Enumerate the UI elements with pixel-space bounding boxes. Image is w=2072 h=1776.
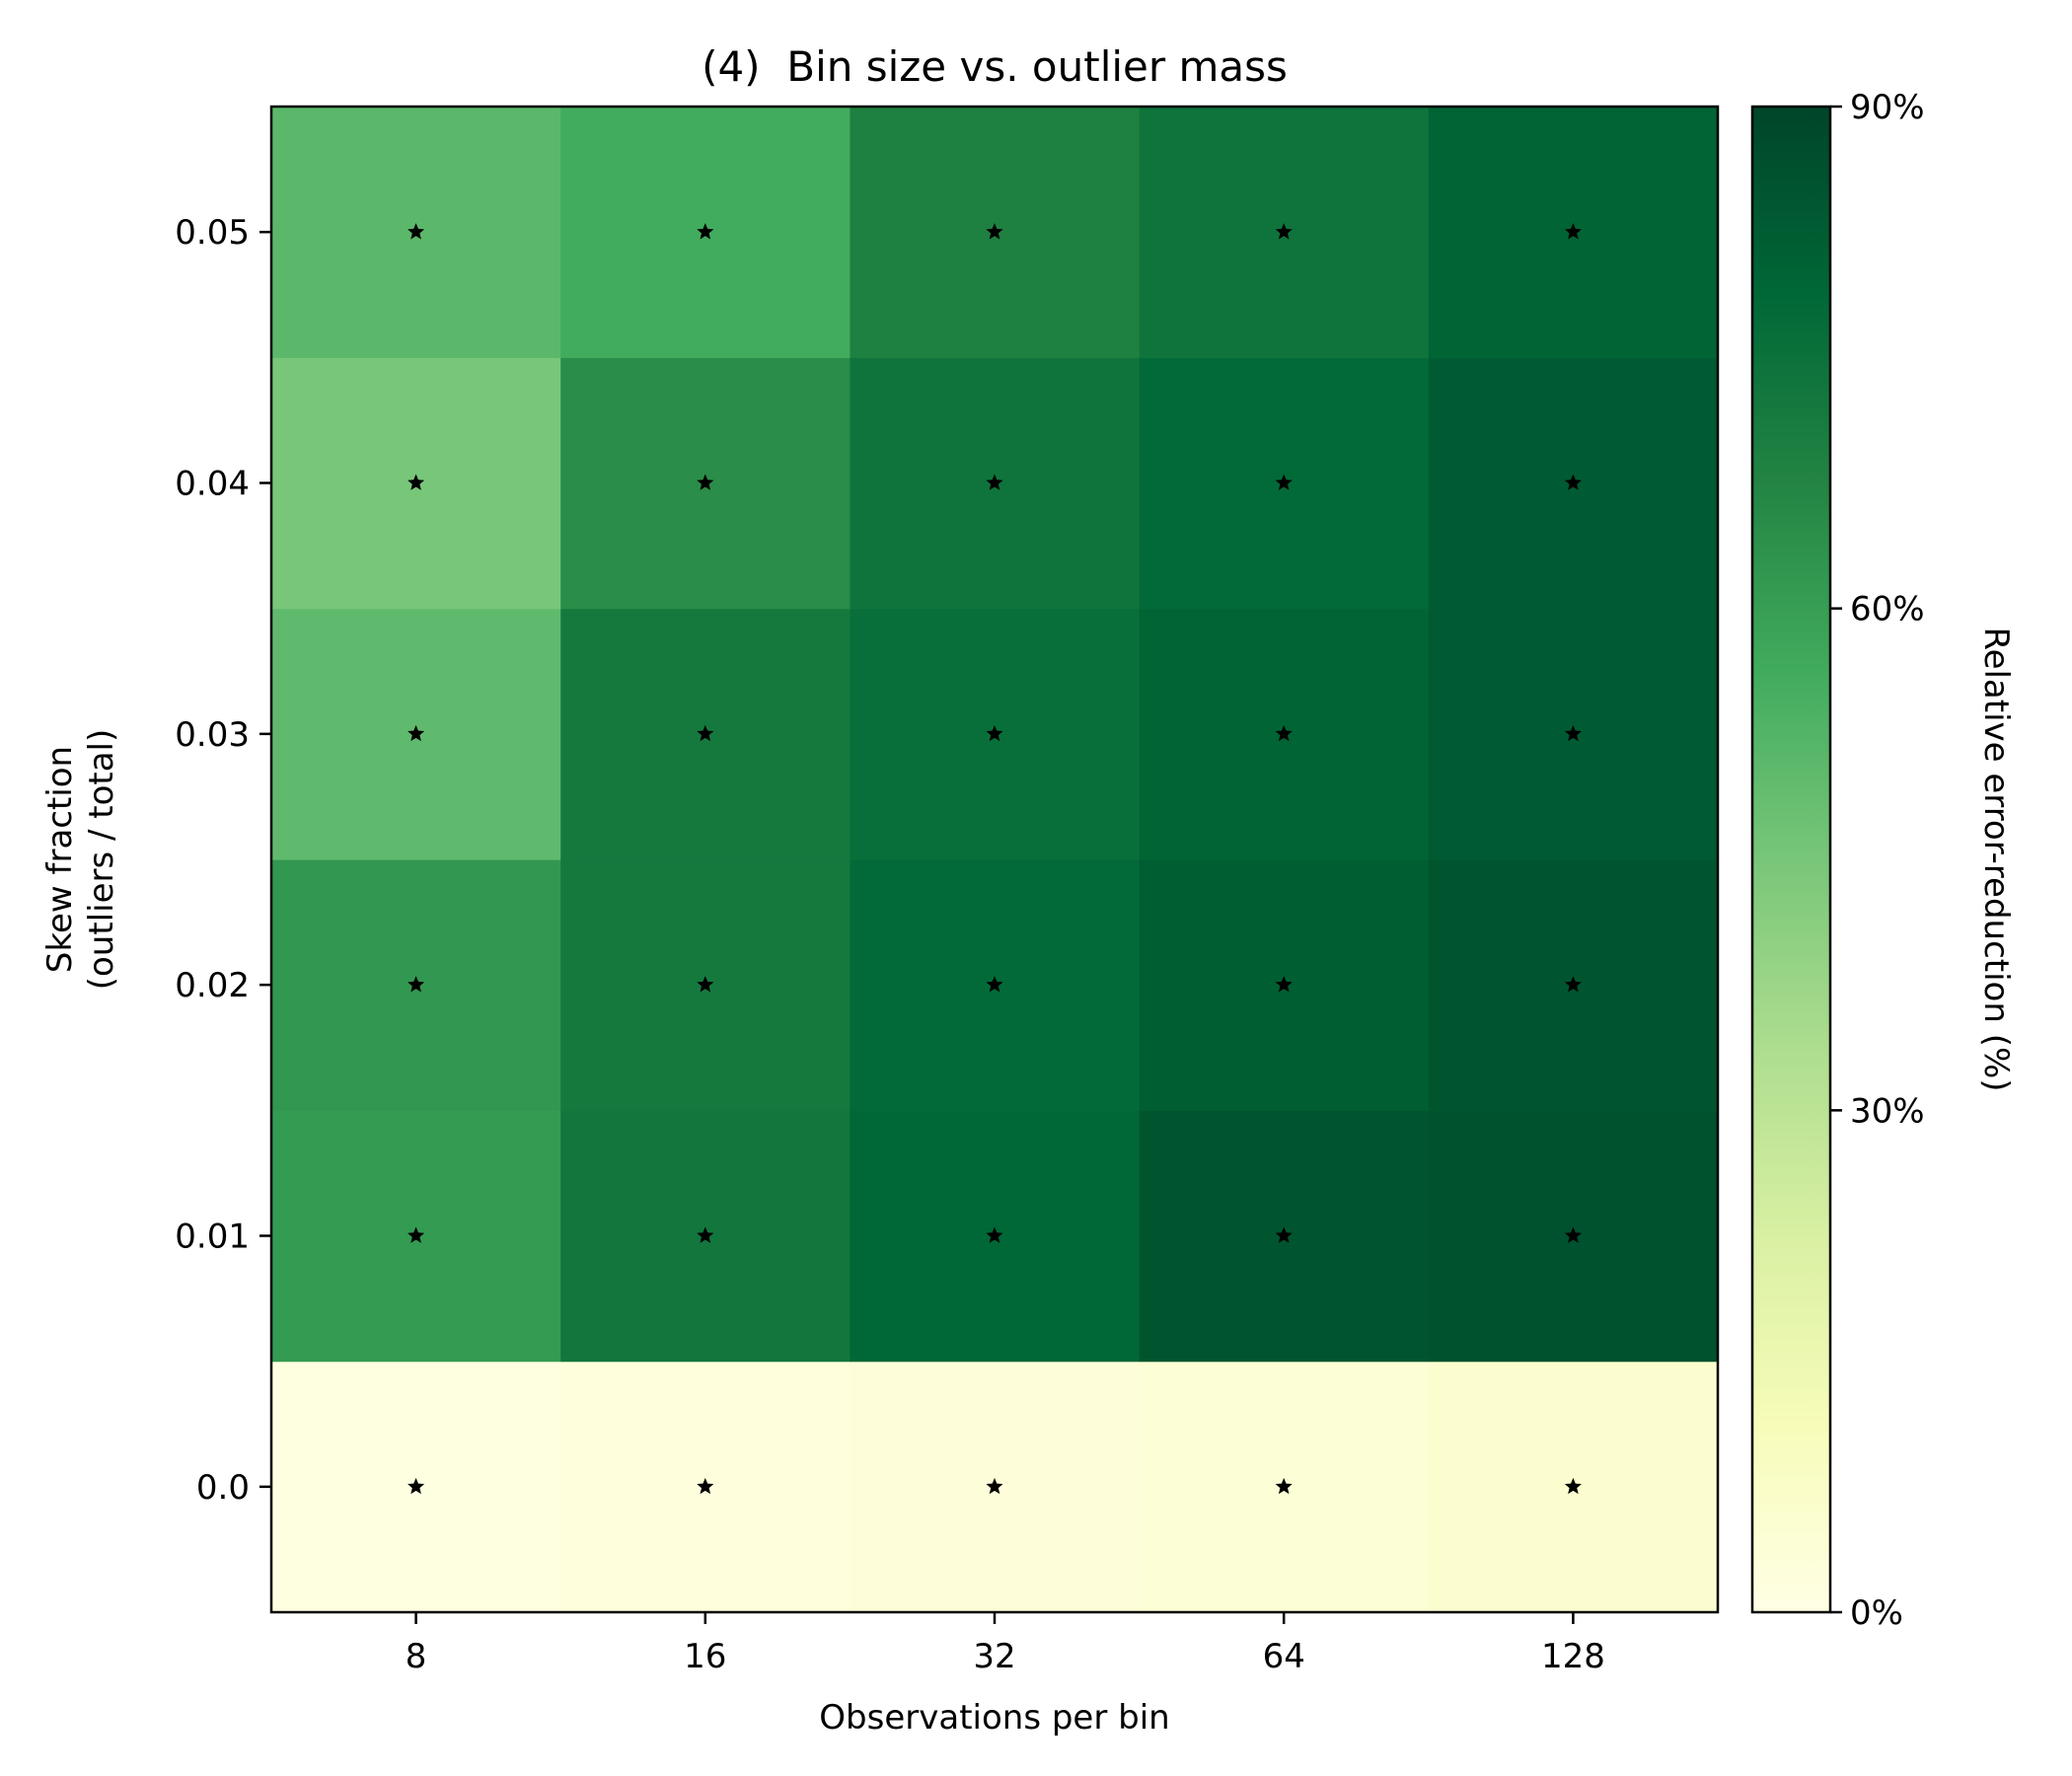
star-marker bbox=[407, 976, 425, 993]
star-marker bbox=[697, 1226, 714, 1243]
star-marker bbox=[1564, 1226, 1582, 1243]
y-axis-title-line-1: Skew fraction bbox=[40, 746, 80, 973]
x-tick-label: 128 bbox=[1541, 1637, 1605, 1676]
y-axis-title: Skew fraction (outliers / total) bbox=[40, 729, 121, 991]
y-tick-label: 0.02 bbox=[175, 966, 250, 1005]
star-marker bbox=[986, 976, 1003, 993]
star-marker bbox=[1275, 976, 1293, 993]
x-tick-label: 64 bbox=[1263, 1637, 1305, 1676]
y-tick-label: 0.01 bbox=[175, 1218, 250, 1257]
colorbar-ticks: 0% 30% 60% 90% bbox=[1830, 88, 1925, 1633]
colorbar-title: Relative error-reduction (%) bbox=[1976, 627, 2016, 1091]
star-marker bbox=[986, 474, 1003, 490]
x-axis-ticks: 8 16 32 64 128 bbox=[406, 1612, 1605, 1676]
star-marker bbox=[407, 1226, 425, 1243]
star-marker bbox=[986, 1226, 1003, 1243]
star-marker bbox=[407, 474, 425, 490]
star-marker bbox=[1275, 474, 1293, 490]
cell-markers bbox=[407, 223, 1582, 1495]
star-marker bbox=[1275, 724, 1293, 742]
star-marker bbox=[1564, 724, 1582, 742]
x-tick-label: 8 bbox=[406, 1637, 427, 1676]
chart-title: (4) Bin size vs. outlier mass bbox=[702, 42, 1288, 91]
colorbar-label: Relative error-reduction (%) bbox=[1976, 627, 2016, 1091]
colorbar-tick-label: 60% bbox=[1850, 590, 1925, 629]
star-marker bbox=[697, 976, 714, 993]
y-tick-label: 0.0 bbox=[196, 1468, 250, 1508]
star-marker bbox=[697, 474, 714, 490]
y-axis-ticks: 0.0 0.01 0.02 0.03 0.04 0.05 bbox=[175, 213, 271, 1508]
star-marker bbox=[1275, 1226, 1293, 1243]
star-marker bbox=[1564, 1477, 1582, 1495]
x-tick-label: 32 bbox=[973, 1637, 1015, 1676]
y-tick-label: 0.04 bbox=[175, 465, 250, 504]
colorbar-tick-label: 0% bbox=[1850, 1593, 1903, 1633]
y-tick-label: 0.03 bbox=[175, 715, 250, 755]
star-marker bbox=[697, 223, 714, 240]
y-tick-label: 0.05 bbox=[175, 213, 250, 253]
x-tick-label: 16 bbox=[684, 1637, 726, 1676]
y-axis-title-line-2: (outliers / total) bbox=[82, 729, 121, 991]
star-marker bbox=[697, 1477, 714, 1495]
colorbar bbox=[1750, 105, 1832, 1614]
star-marker bbox=[1275, 223, 1293, 240]
star-marker bbox=[697, 724, 714, 742]
star-marker bbox=[1564, 223, 1582, 240]
colorbar-tick-label: 90% bbox=[1850, 88, 1925, 127]
star-marker bbox=[1564, 474, 1582, 490]
star-marker bbox=[986, 1477, 1003, 1495]
star-marker bbox=[1564, 976, 1582, 993]
star-marker bbox=[407, 724, 425, 742]
star-marker bbox=[407, 1477, 425, 1495]
star-marker bbox=[1275, 1477, 1293, 1495]
x-axis-title: Observations per bin bbox=[819, 1698, 1169, 1738]
star-marker bbox=[407, 223, 425, 240]
heatmap-cells bbox=[271, 107, 1719, 1613]
colorbar-tick-label: 30% bbox=[1850, 1091, 1925, 1131]
star-marker bbox=[986, 724, 1003, 742]
star-marker bbox=[986, 223, 1003, 240]
